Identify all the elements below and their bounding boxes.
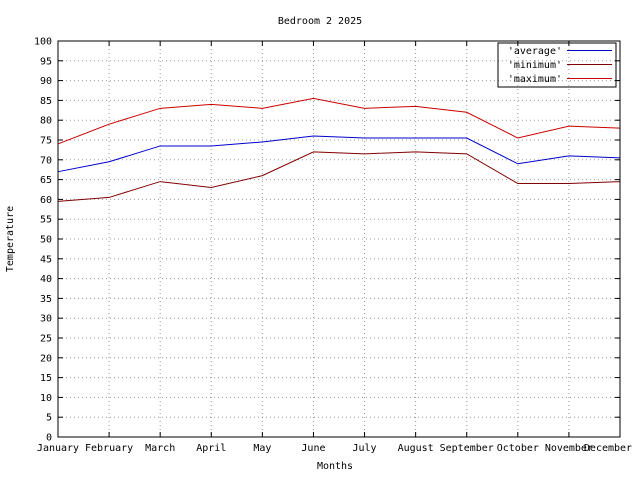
legend-box	[497, 42, 617, 88]
x-tick-label: August	[398, 443, 434, 454]
series-line-maximum	[57, 97, 621, 145]
x-tick-label: June	[301, 443, 325, 454]
x-tick-label: February	[85, 443, 133, 454]
x-tick-label: January	[37, 443, 79, 454]
y-tick-label: 55	[40, 215, 52, 226]
x-axis-label: Months	[317, 461, 353, 472]
series-lines	[57, 97, 621, 202]
y-tick-label: 95	[40, 56, 52, 67]
x-tick-label: May	[253, 443, 271, 454]
y-tick-label: 5	[46, 413, 52, 424]
y-tick-label: 40	[40, 274, 52, 285]
x-tick-label: March	[145, 443, 175, 454]
x-tick-label: October	[497, 443, 539, 454]
y-tick-label: 10	[40, 393, 52, 404]
y-tick-label: 0	[46, 433, 52, 444]
legend-label-minimum: 'minimum'	[508, 60, 562, 71]
y-tick-label: 80	[40, 116, 52, 127]
x-tick-label: December	[584, 443, 632, 454]
y-tick-label: 90	[40, 76, 52, 87]
y-tick-label: 100	[34, 37, 52, 48]
legend-label-average: 'average'	[508, 46, 562, 57]
axis-ticks	[57, 40, 621, 438]
y-tick-label: 20	[40, 353, 52, 364]
chart-title: Bedroom 2 2025	[278, 16, 362, 27]
y-tick-label: 30	[40, 314, 52, 325]
y-tick-label: 65	[40, 175, 52, 186]
y-tick-label: 75	[40, 136, 52, 147]
x-tick-label: November	[545, 443, 593, 454]
y-tick-label: 25	[40, 334, 52, 345]
y-tick-label: 50	[40, 235, 52, 246]
y-tick-label: 85	[40, 96, 52, 107]
y-tick-label: 45	[40, 254, 52, 265]
y-tick-label: 70	[40, 155, 52, 166]
series-line-average	[57, 135, 621, 173]
y-tick-labels: 0 5 10 15 20 25 30 35 40 45 50 55 60 65 70 75 80 85 90 95 10…	[34, 37, 52, 444]
y-axis-label: Temperature	[5, 206, 16, 272]
y-tick-label: 60	[40, 195, 52, 206]
x-tick-label: July	[352, 443, 376, 454]
series-line-minimum	[57, 151, 621, 202]
legend: 'average' 'minimum' 'maximum'	[497, 42, 617, 88]
legend-label-maximum: 'maximum'	[508, 74, 562, 85]
x-tick-labels: January February March April May June July Augu…	[37, 443, 632, 454]
y-tick-label: 35	[40, 294, 52, 305]
x-tick-label: April	[196, 443, 226, 454]
x-tick-label: September	[440, 443, 494, 454]
gridlines	[57, 40, 621, 438]
y-tick-label: 15	[40, 373, 52, 384]
